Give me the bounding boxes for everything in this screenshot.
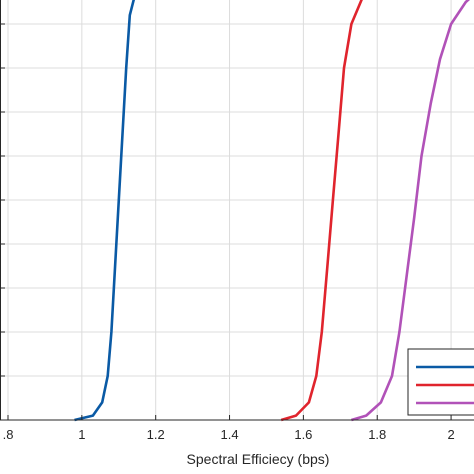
series-lines (74, 0, 470, 422)
legend-box (407, 348, 474, 416)
series-line-2 (280, 0, 363, 422)
legend (407, 348, 474, 416)
plot-area (0, 0, 474, 420)
series-line-3 (351, 0, 470, 422)
x-tick-label: 1.6 (294, 427, 312, 442)
x-tick-label: 1.4 (220, 427, 238, 442)
x-tick-label: 2 (447, 427, 454, 442)
x-tick-label: 1.2 (147, 427, 165, 442)
x-tick-label: .8 (3, 427, 14, 442)
x-tick-label: 1.8 (368, 427, 386, 442)
series-line-1 (74, 0, 136, 422)
x-axis-label: Spectral Efficiecy (bps) (187, 451, 330, 467)
x-tick-label: 1 (78, 427, 85, 442)
x-tick-labels: .8 1 1.2 1.4 1.6 1.8 2 (3, 427, 455, 442)
axes (0, 0, 474, 421)
grid (0, 0, 474, 421)
